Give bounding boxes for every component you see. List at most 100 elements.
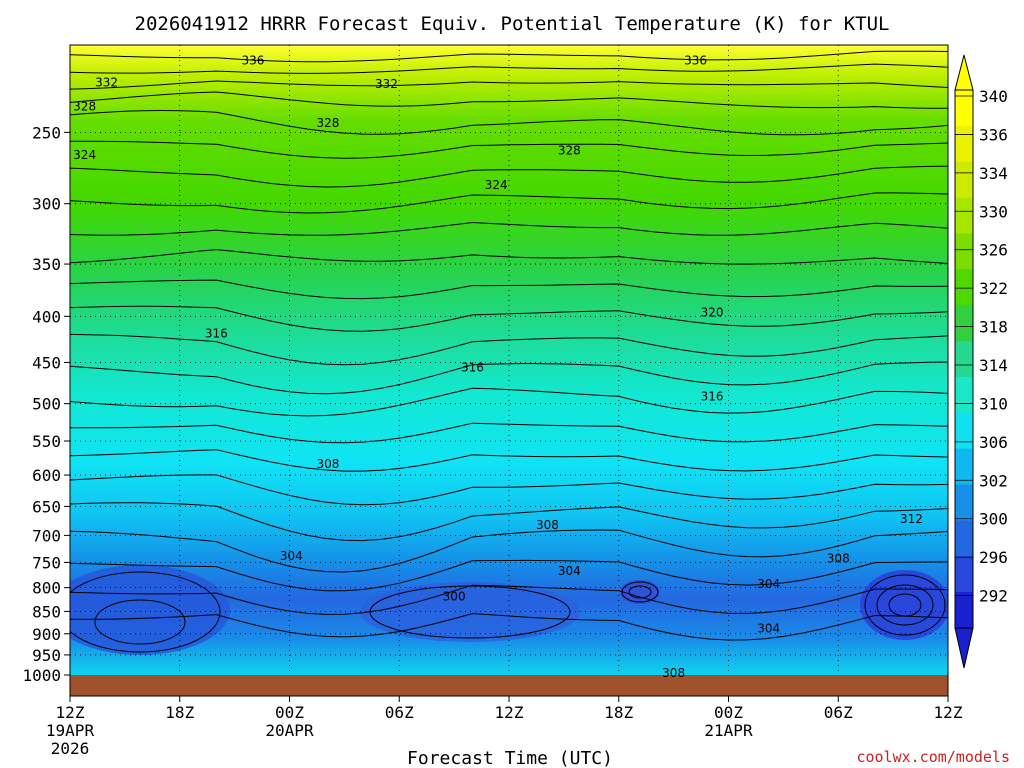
contour-closed — [70, 571, 221, 653]
contour-line — [70, 221, 948, 236]
colorbar-label: 296 — [979, 548, 1008, 567]
x-tick-label: 12Z — [56, 703, 85, 722]
contour-label: 304 — [280, 549, 303, 563]
colorbar-label: 318 — [979, 318, 1008, 337]
contour-label: 324 — [485, 178, 508, 192]
colorbar-swatch — [955, 341, 973, 378]
contour-label: 316 — [701, 390, 724, 404]
colorbar-swatch — [955, 412, 973, 450]
contour-label: 312 — [900, 512, 923, 526]
contour-label: 324 — [73, 148, 96, 162]
colorbar-swatch — [955, 520, 973, 557]
contour-closed — [876, 584, 934, 626]
contour-line — [70, 249, 948, 265]
y-tick-label: 500 — [32, 395, 61, 414]
y-tick-label: 800 — [32, 579, 61, 598]
contour-closed — [369, 585, 571, 639]
contour-line — [70, 63, 948, 74]
contour-label: 308 — [316, 457, 339, 471]
contour-line — [70, 387, 948, 417]
x-tick-date: 21APR — [704, 721, 753, 740]
colorbar-label: 334 — [979, 164, 1008, 183]
colorbar-swatch — [955, 125, 973, 163]
contour-line — [70, 361, 948, 395]
x-tick-label: 18Z — [604, 703, 633, 722]
colorbar-label: 340 — [979, 87, 1008, 106]
colorbar-frame — [954, 89, 974, 629]
contour-labels: 336 336 332 332 328 328 328 324 324 320 316 316 316 3… — [73, 53, 923, 680]
x-tick-label: 18Z — [165, 703, 194, 722]
contour-label: 308 — [536, 518, 559, 532]
colorbar-label: 302 — [979, 471, 1008, 490]
contour-line — [70, 474, 948, 506]
colorbar-label: 306 — [979, 433, 1008, 452]
x-tick-label: 12Z — [495, 703, 524, 722]
cold-pocket-mid — [360, 582, 580, 642]
x-tick-label: 00Z — [275, 703, 304, 722]
x-tick-label: 12Z — [934, 703, 963, 722]
contour-label: 336 — [684, 53, 707, 67]
colorbar-swatch — [955, 556, 973, 593]
contour-label: 316 — [205, 327, 228, 341]
contour-closed — [888, 593, 922, 617]
y-tick-label: 550 — [32, 432, 61, 451]
contour-line — [70, 422, 948, 444]
y-tick-label: 1000 — [22, 666, 61, 685]
contour-label: 316 — [461, 361, 484, 375]
contour-label: 328 — [316, 116, 339, 130]
colorbar-label: 322 — [979, 279, 1008, 298]
colorbar-swatch — [955, 197, 973, 234]
y-tick-label: 950 — [32, 646, 61, 665]
colorbar-swatch — [955, 448, 973, 486]
contour-label: 304 — [558, 564, 581, 578]
contour-label: 328 — [558, 144, 581, 158]
contour-label: 308 — [662, 666, 685, 680]
contour-closed — [864, 574, 946, 636]
contour-label: 320 — [701, 305, 724, 319]
y-tick-label: 850 — [32, 602, 61, 621]
contour-line — [70, 140, 948, 159]
y-tick-label: 900 — [32, 625, 61, 644]
y-tick-label: 300 — [32, 195, 61, 214]
colorbar-label: 292 — [979, 587, 1008, 606]
y-tick-label: 650 — [32, 497, 61, 516]
contour-line — [70, 333, 948, 366]
colorbar-bottom-arrow — [954, 627, 974, 669]
colorbar-swatch — [955, 233, 973, 270]
y-tick-label: 400 — [32, 307, 61, 326]
y-tick-label: 450 — [32, 353, 61, 372]
contour-label: 332 — [375, 77, 398, 91]
x-tick-label: 00Z — [714, 703, 743, 722]
x-tick-date: 19APR — [46, 721, 95, 740]
colorbar-swatch — [955, 592, 973, 629]
grid-lines — [70, 45, 948, 675]
credit-text: coolwx.com/models — [856, 748, 1010, 766]
colorbar-label: 310 — [979, 394, 1008, 413]
y-tick-label: 600 — [32, 466, 61, 485]
colorbar: 340 336 334 330 326 322 318 314 310 306 302 300 296 2… — [954, 54, 1008, 669]
cold-pocket-east — [860, 570, 948, 640]
y-tick-label: 250 — [32, 123, 61, 142]
contour-closed — [94, 599, 186, 645]
field-blobs — [70, 565, 948, 655]
colorbar-label: 326 — [979, 241, 1008, 260]
colorbar-swatch — [955, 161, 973, 199]
x-tick-date: 20APR — [265, 721, 314, 740]
x-tick-label: 06Z — [385, 703, 414, 722]
colorbar-swatch — [955, 484, 973, 521]
ground-strip — [70, 675, 948, 696]
contour-label: 304 — [757, 577, 780, 591]
contour-closed — [628, 585, 652, 599]
contour-label: 300 — [443, 589, 466, 603]
contour-closed — [621, 581, 659, 603]
colorbar-top-arrow — [954, 54, 974, 91]
contour-label: 332 — [95, 75, 118, 89]
contour-line — [70, 91, 948, 109]
colorbar-swatch — [955, 90, 973, 127]
colorbar-swatch — [955, 269, 973, 306]
colorbar-label: 336 — [979, 125, 1008, 144]
contour-lines — [70, 50, 948, 653]
warm-core — [620, 580, 660, 604]
y-tick-label: 350 — [32, 255, 61, 274]
